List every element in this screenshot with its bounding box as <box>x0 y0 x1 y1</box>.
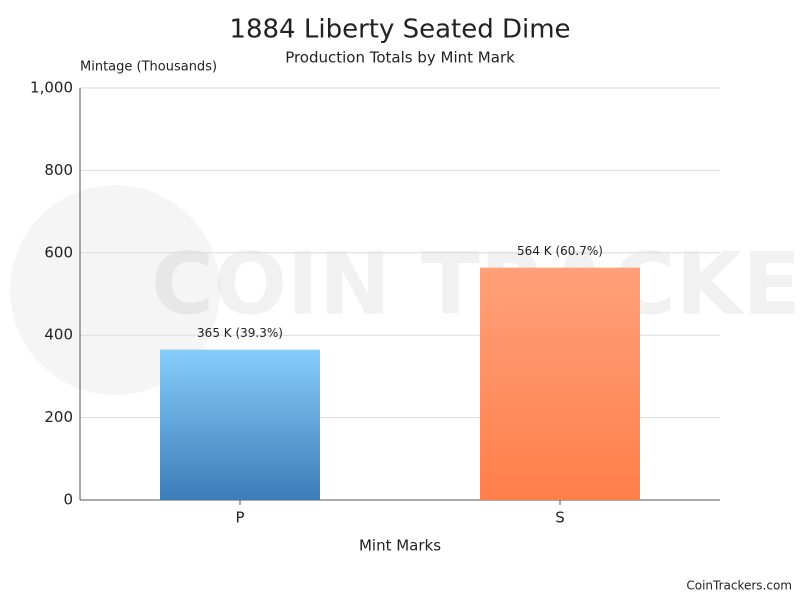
y-tick-label: 800 <box>44 161 73 179</box>
y-tick-label: 200 <box>44 408 73 426</box>
y-tick-label: 1,000 <box>30 79 73 97</box>
y-axis-label: Mintage (Thousands) <box>80 60 217 75</box>
y-tick-label: 600 <box>44 243 73 261</box>
data-label: 365 K (39.3%) <box>197 326 283 340</box>
watermark-logo <box>10 185 220 395</box>
y-tick-label: 400 <box>44 326 73 344</box>
x-tick-label: P <box>235 509 244 527</box>
x-tick-label: S <box>555 509 565 527</box>
watermark: COIN TRACKERS <box>151 234 800 334</box>
credit: CoinTrackers.com <box>686 579 792 593</box>
x-axis-label: Mint Marks <box>359 537 441 555</box>
y-tick-label: 0 <box>63 491 73 509</box>
bar <box>480 267 640 500</box>
chart-subtitle: Production Totals by Mint Mark <box>285 49 515 67</box>
chart-title: 1884 Liberty Seated Dime <box>229 15 570 45</box>
bar <box>160 349 320 500</box>
data-label: 564 K (60.7%) <box>517 244 603 258</box>
